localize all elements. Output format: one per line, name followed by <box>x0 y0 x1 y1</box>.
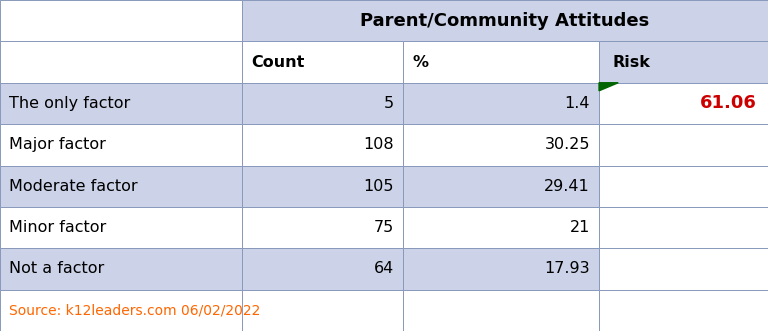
Text: 1.4: 1.4 <box>564 96 590 111</box>
Text: 108: 108 <box>363 137 394 152</box>
Text: Parent/Community Attitudes: Parent/Community Attitudes <box>360 12 650 30</box>
Bar <box>599 248 768 290</box>
Bar <box>403 124 599 166</box>
Text: Major factor: Major factor <box>9 137 106 152</box>
Bar <box>599 166 768 207</box>
Bar <box>0 41 242 83</box>
Bar <box>0 83 242 124</box>
Bar <box>599 41 768 83</box>
Bar <box>403 207 599 248</box>
Text: %: % <box>412 55 429 70</box>
Bar <box>242 83 403 124</box>
Bar <box>242 290 403 331</box>
Text: Minor factor: Minor factor <box>9 220 107 235</box>
Bar <box>0 0 242 41</box>
Text: Risk: Risk <box>613 55 650 70</box>
Bar <box>0 248 242 290</box>
Text: 30.25: 30.25 <box>545 137 590 152</box>
Bar <box>403 290 599 331</box>
Bar <box>599 290 768 331</box>
Bar <box>242 166 403 207</box>
Bar <box>599 83 768 124</box>
Text: 5: 5 <box>384 96 394 111</box>
Bar <box>242 124 403 166</box>
Bar <box>599 207 768 248</box>
Text: 75: 75 <box>374 220 394 235</box>
Bar <box>599 124 768 166</box>
Bar <box>242 207 403 248</box>
Text: Source: k12leaders.com 06/02/2022: Source: k12leaders.com 06/02/2022 <box>9 303 260 317</box>
Text: 17.93: 17.93 <box>545 261 590 276</box>
Text: Moderate factor: Moderate factor <box>9 179 137 194</box>
Bar <box>242 0 768 41</box>
Bar <box>0 290 242 331</box>
Bar <box>0 166 242 207</box>
Bar <box>403 248 599 290</box>
Text: 105: 105 <box>363 179 394 194</box>
Bar <box>403 166 599 207</box>
Bar <box>242 41 403 83</box>
Text: Count: Count <box>251 55 304 70</box>
Text: The only factor: The only factor <box>9 96 131 111</box>
Bar <box>242 248 403 290</box>
Text: 64: 64 <box>374 261 394 276</box>
Bar <box>403 41 599 83</box>
Bar <box>0 124 242 166</box>
Text: Not a factor: Not a factor <box>9 261 104 276</box>
Polygon shape <box>599 83 618 91</box>
Text: 61.06: 61.06 <box>700 94 756 113</box>
Bar <box>0 207 242 248</box>
Text: 21: 21 <box>569 220 590 235</box>
Text: 29.41: 29.41 <box>544 179 590 194</box>
Bar <box>403 83 599 124</box>
